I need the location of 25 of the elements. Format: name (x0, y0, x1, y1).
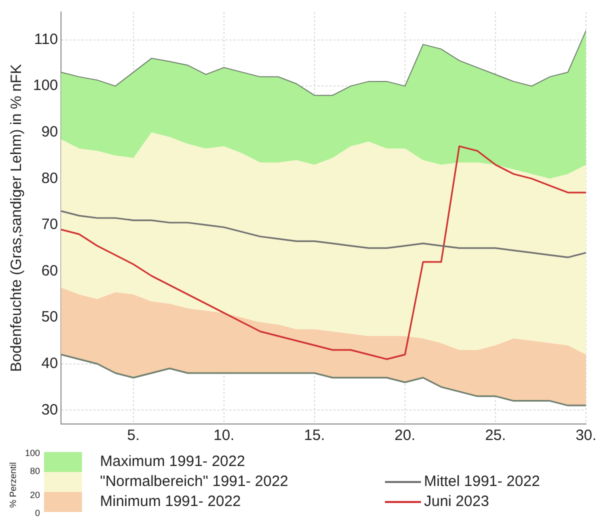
legend-label: Juni 2023 (424, 493, 490, 511)
legend-label: Maximum 1991- 2022 (100, 453, 246, 471)
y-tick-label: 40 (41, 354, 58, 372)
y-axis-title: Bodenfeuchte (Gras,sandiger Lehm) in % nFK (8, 64, 26, 372)
y-tick-label: 50 (41, 308, 58, 326)
y-tick-label: 110 (34, 30, 58, 48)
y-tick-label: 30 (41, 401, 58, 418)
y-tick-label: 80 (41, 170, 58, 187)
y-tick-label: 70 (41, 216, 58, 234)
legend-label: Minimum 1991- 2022 (100, 493, 241, 511)
x-tick-label: 20. (394, 427, 416, 444)
x-tick-label: 10. (214, 427, 234, 444)
legend-label: Mittel 1991- 2022 (424, 473, 540, 491)
y-tick-label: 100 (32, 77, 58, 94)
text: 100 (24, 448, 40, 458)
y-tick-label: 60 (41, 262, 58, 280)
legend-label: "Normalbereich" 1991- 2022 (100, 473, 288, 491)
x-tick-label: 30. (576, 427, 596, 444)
text: 20 (28, 490, 40, 500)
x-tick-label: 25. (485, 427, 506, 444)
x-tick-label: 15. (304, 427, 325, 444)
x-tick-label: 5. (127, 427, 140, 444)
y-tick-label: 90 (41, 124, 58, 140)
legend-title: % Perzentil (8, 461, 18, 510)
text: 0 (34, 508, 40, 518)
